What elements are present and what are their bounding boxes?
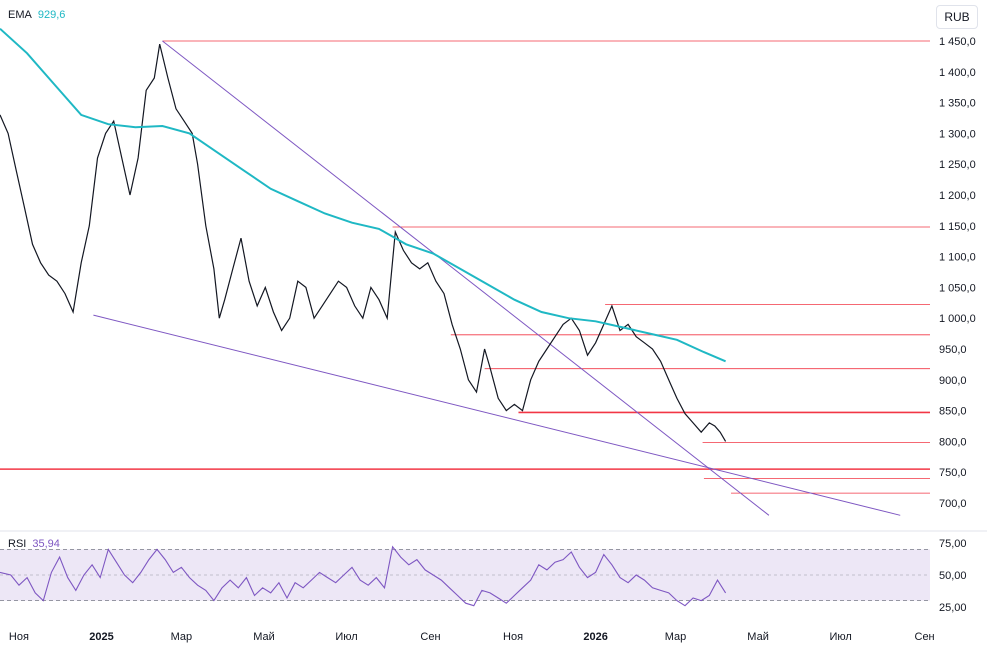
- rsi-legend-label: RSI: [8, 538, 27, 550]
- upper-trendline: [162, 40, 770, 516]
- rsi-series: [0, 545, 727, 607]
- ema-legend-value: 929,6: [37, 9, 66, 21]
- ema-series: [0, 27, 726, 363]
- price-axis-tick: 1 400,0: [939, 67, 976, 79]
- rsi-axis-tick: 75,00: [939, 538, 967, 550]
- time-axis-tick: 2025: [89, 631, 113, 643]
- rsi-legend[interactable]: RSI 35,94: [8, 538, 60, 550]
- price-axis-tick: 1 350,0: [939, 98, 976, 110]
- price-axis-tick: 1 000,0: [939, 313, 976, 325]
- time-axis-tick: Ноя: [9, 631, 29, 643]
- time-axis-tick: Сен: [420, 631, 440, 643]
- rsi-axis-tick: 25,00: [939, 602, 967, 614]
- lower-trendline: [93, 314, 901, 516]
- price-axis-tick: 1 250,0: [939, 159, 976, 171]
- price-series: [0, 43, 727, 442]
- ema-legend[interactable]: EMA 929,6: [8, 9, 65, 21]
- time-axis-tick: Мар: [171, 631, 193, 643]
- price-axis-tick: 800,0: [939, 436, 967, 448]
- price-axis-tick: 1 450,0: [939, 36, 976, 48]
- time-axis-tick: Ноя: [503, 631, 523, 643]
- price-axis-tick: 700,0: [939, 498, 967, 510]
- price-axis-tick: 1 200,0: [939, 190, 976, 202]
- price-axis-tick: 1 100,0: [939, 252, 976, 264]
- price-axis-tick: 1 300,0: [939, 128, 976, 140]
- rsi-legend-value: 35,94: [32, 538, 60, 550]
- time-axis-tick: Июл: [335, 631, 357, 643]
- currency-button[interactable]: RUB: [936, 5, 978, 29]
- price-axis-tick: 750,0: [939, 467, 967, 479]
- price-axis-tick: 1 150,0: [939, 221, 976, 233]
- time-axis-tick: Мар: [665, 631, 687, 643]
- ema-legend-label: EMA: [8, 9, 32, 21]
- price-axis-tick: 1 050,0: [939, 282, 976, 294]
- time-axis-tick: Июл: [829, 631, 851, 643]
- time-axis-tick: Сен: [915, 631, 935, 643]
- rsi-axis-tick: 50,00: [939, 570, 967, 582]
- time-axis-tick: Май: [253, 631, 275, 643]
- price-axis-tick: 950,0: [939, 344, 967, 356]
- time-axis-tick: Май: [747, 631, 769, 643]
- price-axis-tick: 850,0: [939, 406, 967, 418]
- price-axis-tick: 900,0: [939, 375, 967, 387]
- time-axis-tick: 2026: [583, 631, 607, 643]
